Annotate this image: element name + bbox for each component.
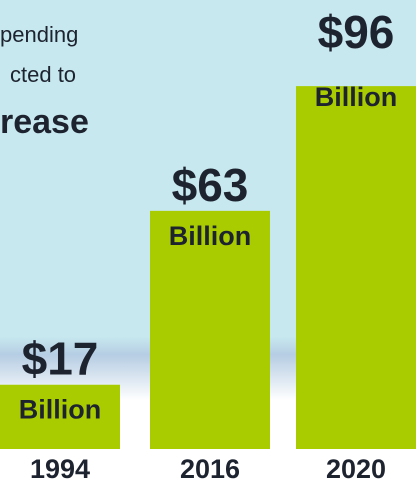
- intro-text-line-3: rease: [0, 103, 89, 141]
- year-label-2020: 2020: [326, 454, 386, 484]
- unit-label-1994: Billion: [19, 395, 102, 425]
- bar-2020: [296, 86, 416, 450]
- bar-1994: [0, 384, 120, 449]
- intro-text-line-1: pending: [0, 22, 78, 47]
- value-label-2020: $96: [318, 6, 395, 58]
- bar-2016: [150, 210, 270, 449]
- year-strip-background: [0, 455, 416, 495]
- unit-label-2016: Billion: [169, 221, 252, 251]
- year-label-2016: 2016: [180, 454, 240, 484]
- value-label-1994: $17: [22, 333, 99, 385]
- intro-text-line-2: cted to: [10, 62, 76, 87]
- year-label-1994: 1994: [30, 454, 90, 484]
- value-label-2016: $63: [172, 159, 249, 211]
- unit-label-2020: Billion: [315, 82, 398, 112]
- bars-layer: $17 Billion 1994 $63 Billion 2016 $96 Billion 20…: [0, 6, 416, 484]
